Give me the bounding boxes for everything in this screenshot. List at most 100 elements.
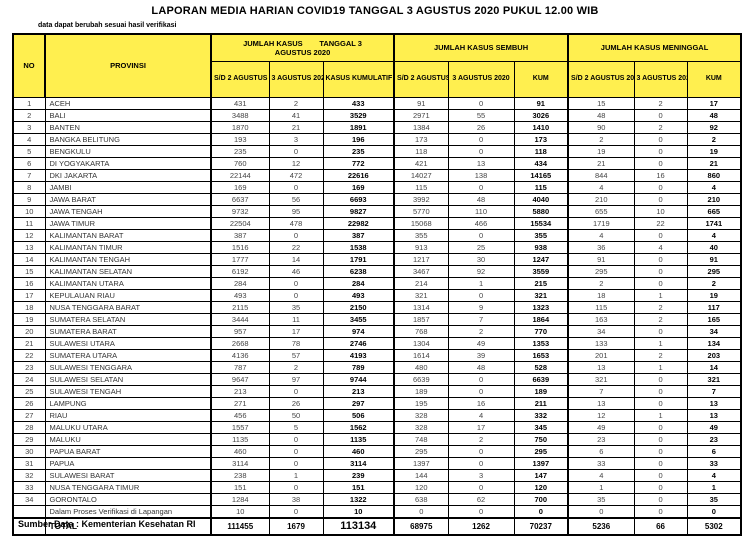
cell-sembuh-kum: 345 [513,421,569,434]
cell-sembuh-baru: 4 [447,409,515,422]
cell-meninggal-baru: 0 [633,373,688,386]
cell-sembuh-kum: 1653 [513,349,569,362]
cell-kasus-baru: 26 [268,397,324,410]
cell-kasus-kumulatif: 3455 [322,313,395,326]
cell-sembuh-baru: 0 [447,457,515,470]
cell-no: 27 [12,409,46,422]
table-row: 30 PAPUA BARAT 460 0 460 295 0 295 6 0 6 [12,445,742,458]
table-row: 5 BENGKULU 235 0 235 118 0 118 19 0 19 [12,145,742,158]
cell-sembuh-baru: 49 [447,337,515,350]
cell-no: 12 [12,229,46,242]
cell-kasus-baru: 0 [268,457,324,470]
cell-kasus-baru: 0 [268,445,324,458]
cell-sembuh-kum: 332 [513,409,569,422]
cell-sembuh-sd: 355 [393,229,449,242]
cell-provinsi: SUMATERA BARAT [44,325,212,338]
cell-kasus-kumulatif: 22982 [322,217,395,230]
col-header-kasus-baru: 3 AGUSTUS 2020 [268,61,324,98]
cell-kasus-baru: 12 [268,157,324,170]
cell-meninggal-baru: 2 [633,313,688,326]
cell-kasus-kumulatif: 239 [322,469,395,482]
total-row: TOTAL 111455 1679 113134 68975 1262 70237 5236 6… [12,517,742,536]
cell-sembuh-kum: 5880 [513,205,569,218]
cell-no: 4 [12,133,46,146]
cell-sembuh-kum: 355 [513,229,569,242]
cell-sembuh-baru: 0 [447,145,515,158]
cell-meninggal-sd: 321 [567,373,635,386]
cell-meninggal-sd: 163 [567,313,635,326]
cell-kasus-kumulatif: 6693 [322,193,395,206]
cell-provinsi: KALIMANTAN BARAT [44,229,212,242]
cell-sembuh-baru: 138 [447,169,515,182]
col-header-kasus-sd: S/D 2 AGUSTUS 2020 [210,61,270,98]
cell-no: 19 [12,313,46,326]
cell-meninggal-kum: 165 [686,313,742,326]
cell-sembuh-baru: 0 [447,97,515,110]
cell-no: 34 [12,493,46,506]
cell-sembuh-sd: 118 [393,145,449,158]
cell-meninggal-sd: 1 [567,481,635,494]
cell-sembuh-baru: 0 [447,505,515,519]
verification-note: data dapat berubah sesuai hasil verifika… [38,22,177,29]
cell-kasus-sd: 787 [210,361,270,374]
cell-provinsi: GORONTALO [44,493,212,506]
cell-kasus-baru: 472 [268,169,324,182]
cell-sembuh-kum: 4040 [513,193,569,206]
cell-meninggal-sd: 201 [567,349,635,362]
cell-kasus-sd: 235 [210,145,270,158]
cell-kasus-sd: 460 [210,445,270,458]
cell-no: 3 [12,121,46,134]
cell-kasus-sd: 6192 [210,265,270,278]
table-row: 7 DKI JAKARTA 22144 472 22616 14027 138 14165 84… [12,169,742,182]
cell-provinsi: SULAWESI BARAT [44,469,212,482]
cell-meninggal-baru: 66 [633,517,688,536]
cell-provinsi: BALI [44,109,212,122]
cell-meninggal-baru: 0 [633,157,688,170]
cell-sembuh-kum: 118 [513,145,569,158]
cell-sembuh-kum: 434 [513,157,569,170]
cell-kasus-sd: 193 [210,133,270,146]
cell-no: 22 [12,349,46,362]
cell-sembuh-sd: 3992 [393,193,449,206]
cell-sembuh-kum: 770 [513,325,569,338]
cell-no: 7 [12,169,46,182]
cell-meninggal-sd: 2 [567,277,635,290]
cell-provinsi: SULAWESI SELATAN [44,373,212,386]
table-row: 20 SUMATERA BARAT 957 17 974 768 2 770 34 0 34 [12,325,742,338]
cell-kasus-kumulatif: 1322 [322,493,395,506]
cell-kasus-kumulatif: 387 [322,229,395,242]
cell-sembuh-sd: 2971 [393,109,449,122]
cell-kasus-sd: 1284 [210,493,270,506]
cell-kasus-kumulatif: 789 [322,361,395,374]
cell-meninggal-kum: 17 [686,97,742,110]
cell-sembuh-sd: 144 [393,469,449,482]
cell-provinsi: KALIMANTAN TENGAH [44,253,212,266]
table-row: 24 SULAWESI SELATAN 9647 97 9744 6639 0 6639 321… [12,373,742,386]
cell-sembuh-kum: 70237 [513,517,569,536]
cell-kasus-kumulatif: 1791 [322,253,395,266]
cell-meninggal-kum: 13 [686,409,742,422]
table-row: 26 LAMPUNG 271 26 297 195 16 211 13 0 13 [12,397,742,410]
cell-meninggal-kum: 7 [686,385,742,398]
col-header-sembuh-kum: KUM [513,61,569,98]
cell-kasus-sd: 2668 [210,337,270,350]
cell-kasus-kumulatif: 772 [322,157,395,170]
cell-kasus-baru: 0 [268,385,324,398]
cell-no [12,505,46,519]
cell-sembuh-sd: 173 [393,133,449,146]
cell-meninggal-sd: 36 [567,241,635,254]
cell-meninggal-sd: 7 [567,385,635,398]
cell-no: 15 [12,265,46,278]
cell-meninggal-sd: 0 [567,505,635,519]
cell-meninggal-sd: 91 [567,253,635,266]
cell-meninggal-baru: 0 [633,181,688,194]
cell-no: 24 [12,373,46,386]
cell-kasus-sd: 6637 [210,193,270,206]
cell-sembuh-kum: 1397 [513,457,569,470]
cell-sembuh-sd: 5770 [393,205,449,218]
cell-sembuh-baru: 0 [447,385,515,398]
cell-sembuh-sd: 120 [393,481,449,494]
cell-kasus-kumulatif: 4193 [322,349,395,362]
cell-meninggal-baru: 0 [633,457,688,470]
cell-kasus-sd: 213 [210,385,270,398]
